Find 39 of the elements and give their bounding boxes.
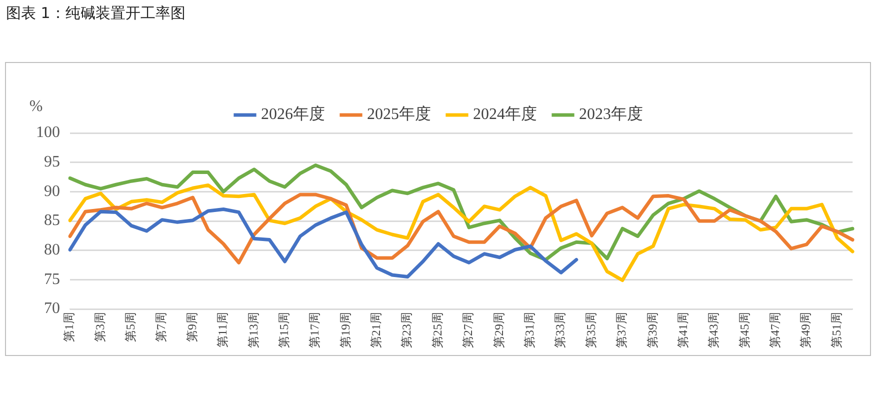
y-axis-title: %	[29, 98, 43, 116]
x-tick-label: 第29周	[492, 312, 506, 348]
x-tick-label: 第21周	[369, 312, 384, 348]
x-tick-label: 第19周	[338, 312, 352, 348]
x-tick-label: 第17周	[308, 312, 322, 348]
x-tick-label: 第23周	[400, 312, 414, 348]
y-tick-label: 90	[44, 182, 60, 200]
x-tick-label: 第51周	[829, 312, 844, 348]
x-tick-label: 第41周	[676, 312, 690, 348]
x-tick-label: 第1周	[62, 312, 76, 342]
x-tick-label: 第11周	[216, 312, 230, 348]
y-tick-label: 75	[44, 270, 60, 288]
x-tick-label: 第27周	[461, 312, 476, 348]
x-tick-label: 第33周	[553, 312, 568, 348]
y-tick-label: 70	[44, 300, 60, 318]
x-tick-label: 第15周	[276, 312, 291, 348]
legend-label: 2023年度	[579, 105, 643, 124]
x-tick-label: 第5周	[124, 312, 138, 342]
x-tick-label: 第9周	[184, 312, 199, 342]
x-tick-label: 第37周	[614, 312, 629, 348]
legend-label: 2025年度	[367, 105, 431, 124]
x-tick-label: 第39周	[645, 312, 660, 348]
x-tick-label: 第31周	[522, 312, 537, 348]
legend-label: 2024年度	[473, 105, 537, 124]
legend-label: 2026年度	[261, 105, 325, 124]
x-tick-label: 第47周	[768, 312, 782, 348]
y-tick-label: 80	[44, 242, 60, 259]
x-tick-label: 第25周	[430, 312, 444, 348]
x-tick-label: 第35周	[584, 312, 598, 348]
x-tick-label: 第49周	[798, 312, 813, 348]
x-tick-label: 第43周	[706, 312, 721, 348]
x-tick-label: 第45周	[737, 312, 752, 348]
y-tick-label: 85	[44, 212, 60, 230]
x-tick-label: 第13周	[246, 312, 260, 348]
y-tick-label: 95	[44, 154, 60, 171]
chart-title: 图表 1：纯碱装置开工率图	[6, 4, 186, 23]
y-tick-label: 100	[36, 124, 60, 142]
x-tick-label: 第3周	[92, 312, 107, 342]
x-tick-label: 第7周	[154, 312, 168, 342]
